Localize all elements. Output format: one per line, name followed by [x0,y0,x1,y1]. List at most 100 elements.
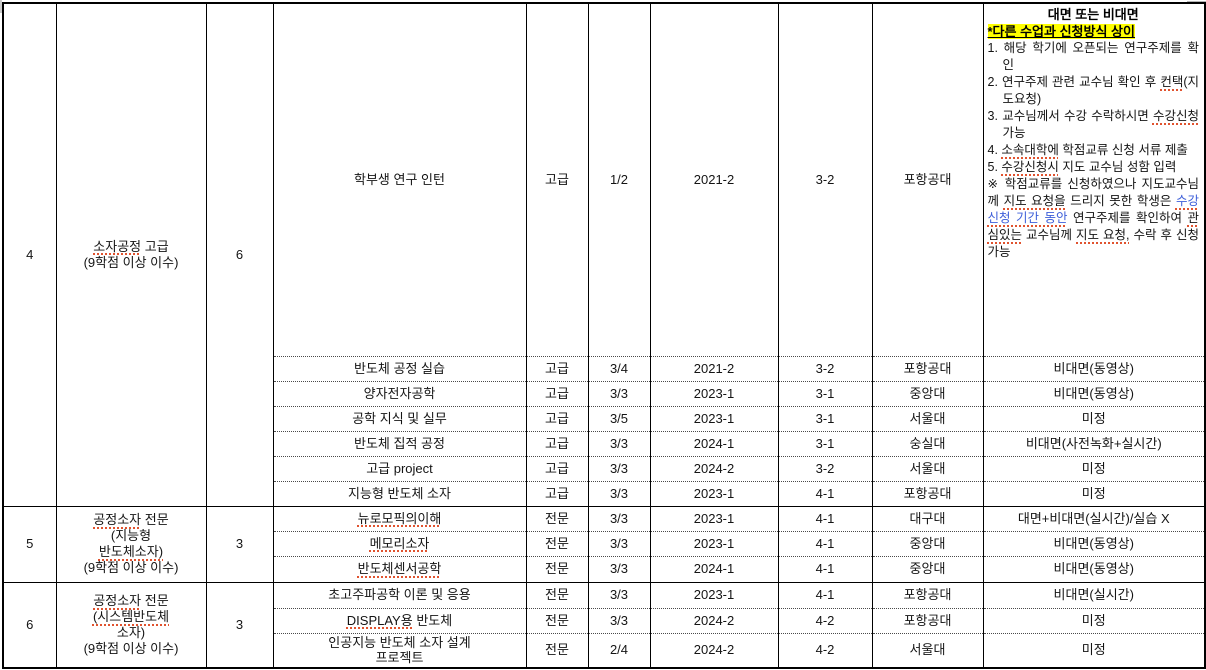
cell-method: 비대면(실시간) [982,581,1206,608]
cell-credit-ratio: 3/3 [587,430,651,456]
cell-open-term: 2023-1 [649,480,779,506]
text-run: 가능 [1002,126,1026,140]
notice-item: 2. 연구주제 관련 교수님 확인 후 컨택(지도요청) [988,74,1200,108]
course-name-line: 공학 지식 및 실무 [276,411,524,427]
misspelled-text-run: 수강신청 [1152,109,1199,123]
cell-level: 전문 [525,505,589,531]
course-name-line: 반도체센서공학 [276,561,524,577]
cell-level: 고급 [525,355,589,381]
cell-target-grade: 4-2 [777,632,873,669]
cell-method: 미정 [982,607,1206,633]
text-run: 고급 project [366,460,433,476]
notice-item-number: 1. [987,41,1004,55]
cell-credit-ratio: 3/3 [587,555,651,582]
text-run: 고급 [141,238,169,254]
course-name-line: 양자전자공학 [276,386,524,402]
table-row: 고급 project 고급 3/3 2024-2 3-2 서울대 미정 [3,455,1206,481]
cell-target-grade: 4-1 [777,530,873,556]
cell-credit-ratio: 3/3 [587,480,651,506]
cell-course-name: 메모리소자 [272,530,527,556]
text-run: 반도체 [412,612,453,628]
misspelled-text-run: 반도체소자) [98,544,164,559]
cell-open-term: 2023-1 [649,405,779,431]
category-line: (9학점 이상 이수) [59,641,204,657]
table-row: 반도체 집적 공정 고급 3/3 2024-1 3-1 숭실대 비대면(사전녹화+실시간) [3,430,1206,456]
course-name-line: 인공지능 반도체 소자 설계 [276,635,524,651]
cell-method: 비대면(동영상) [982,355,1206,381]
cell-open-term: 2024-1 [649,430,779,456]
course-name-line: 뉴로모픽의이해 [276,511,524,527]
cell-university: 포항공대 [871,607,984,633]
text-run: 프로젝트 [375,650,424,666]
text-run: (9학점 이상 이수) [83,254,179,270]
cell-course-name: 고급 project [272,455,527,481]
cell-method: 미정 [982,480,1206,506]
cell-method: 미정 [982,405,1206,431]
misspelled-text-run: 공정소자 [93,593,142,609]
cell-section-number: 5 [2,505,57,583]
course-name-line: 학부생 연구 인턴 [276,172,524,188]
course-name-line: 초고주파공학 이론 및 응용 [276,587,524,603]
text-run: 교수님께서 수강 수락하시면 [1002,109,1153,123]
notice-subtitle: *다른 수업과 신청방식 상이 [987,23,1200,40]
cell-section-number: 4 [2,2,57,507]
cell-university: 중앙대 [871,555,984,582]
cell-method: 미정 [982,632,1206,669]
table-row: 4 소자공정 고급 (9학점 이상 이수) 6 학부생 연구 인턴 고급 1/2 2021-2… [2,2,1206,507]
category-line: 소자공정 고급 [59,239,204,255]
cell-level: 전문 [525,581,589,608]
table-row: 5 공정소자 전문 (지능형 반도체소자) (9학점 이상 이수) 3 뉴로모픽의이해 전문 3… [2,505,1206,583]
table-row: 지능형 반도체 소자 고급 3/3 2023-1 4-1 포항공대 미정 [3,480,1206,506]
cell-open-term: 2023-1 [649,505,779,531]
table-row: 양자전자공학 고급 3/3 2023-1 3-1 중앙대 비대면(동영상) [3,380,1206,406]
text-run: 양자전자공학 [363,385,436,401]
misspelled-text-run: 반도체센서공학 [357,561,442,577]
cell-open-term: 2023-1 [649,380,779,406]
cell-level: 고급 [525,2,589,356]
cell-category: 공정소자 전문 (지능형 반도체소자) (9학점 이상 이수) [55,505,207,583]
cell-university: 숭실대 [871,430,984,456]
course-name-line: 메모리소자 [276,536,524,552]
cell-open-term: 2023-1 [649,581,779,608]
cell-credit-ratio: 3/3 [587,380,651,406]
course-name-line: 고급 project [276,461,524,477]
table-row: 공학 지식 및 실무 고급 3/5 2023-1 3-1 서울대 미정 [3,405,1206,431]
text-run: 소자) [116,624,146,640]
cell-category: 소자공정 고급 (9학점 이상 이수) [55,2,207,507]
cell-open-term: 2024-2 [649,455,779,481]
misspelled-text-run: 메모리소자 [369,535,430,551]
category-line: (9학점 이상 이수) [59,560,204,576]
category-line: (시스템반도체 [59,609,204,625]
table-row: 반도체 공정 실습 고급 3/4 2021-2 3-2 포항공대 비대면(동영상) [3,355,1206,381]
table-row: 인공지능 반도체 소자 설계 프로젝트 전문 2/4 2024-2 4-2 서울대 미정 [3,632,1206,669]
text-run: 학점교류 신청 서류 제출 [1058,143,1188,157]
text-run: 반도체 공정 실습 [354,360,445,376]
text-run: (지도요청) [1002,75,1200,106]
misspelled-text-run: DISPLAY용 [346,612,413,628]
course-name-line: 지능형 반도체 소자 [276,486,524,502]
cell-level: 전문 [525,607,589,633]
cell-credits: 3 [205,505,274,583]
cell-target-grade: 4-1 [777,480,873,506]
course-name-line: 프로젝트 [276,650,524,666]
text-run: 전문 [141,593,169,609]
table-row: 메모리소자 전문 3/3 2023-1 4-1 중앙대 비대면(동영상) [3,530,1206,556]
cell-method: 비대면(동영상) [982,530,1206,556]
text-run: 초고주파공학 이론 및 응용 [328,587,471,603]
cell-level: 고급 [525,380,589,406]
cell-open-term: 2024-2 [649,632,779,669]
notice-item: 1. 해당 학기에 오픈되는 연구주제를 확인 [988,40,1200,74]
notice-item: 5. 수강신청시 지도 교수님 성함 입력 [988,159,1200,176]
cell-target-grade: 3-2 [777,2,873,356]
course-name-line: DISPLAY용 반도체 [276,613,524,629]
cell-university: 서울대 [871,405,984,431]
notice-item-number: 3. [987,109,1003,123]
cell-open-term: 2024-1 [649,555,779,582]
cell-university: 대구대 [871,505,984,531]
misspelled-text-run: 수강신청시 [1001,160,1059,174]
table-row: DISPLAY용 반도체 전문 3/3 2024-2 4-2 포항공대 미정 [3,607,1206,633]
cell-method: 대면+비대면(실시간)/실습 X [982,505,1206,531]
cell-target-grade: 4-1 [777,555,873,582]
cell-open-term: 2024-2 [649,607,779,633]
